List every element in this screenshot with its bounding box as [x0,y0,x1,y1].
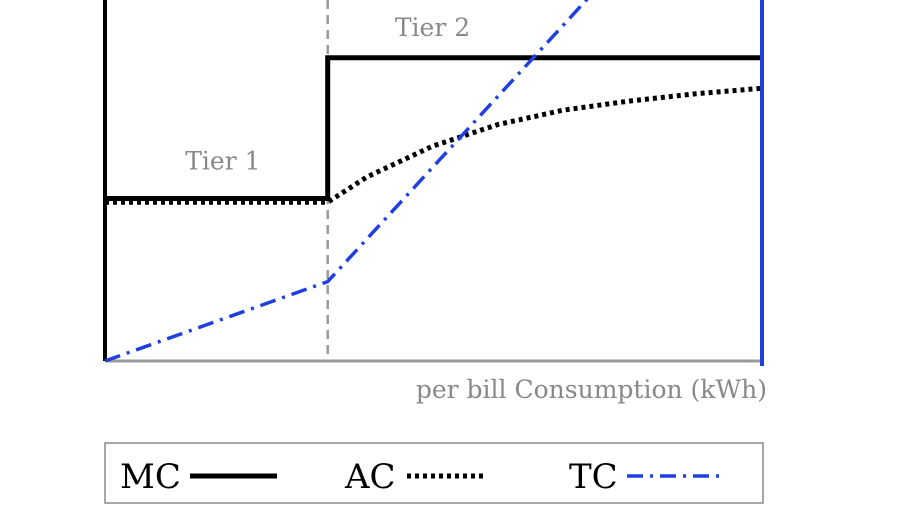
series-ac-line [105,85,761,205]
tier-1-label: Tier 1 [185,147,260,176]
x-axis-label: per bill Consumption (kWh) [416,375,767,404]
legend-label-mc: MC [120,457,181,497]
legend-box [104,442,764,504]
legend-label-tc: TC [569,457,618,497]
legend: MC AC TC [104,442,764,504]
series-mc-line [105,55,760,201]
legend-label-ac: AC [344,457,396,497]
series-tc-line [104,0,589,362]
tier-2-label: Tier 2 [395,13,470,42]
